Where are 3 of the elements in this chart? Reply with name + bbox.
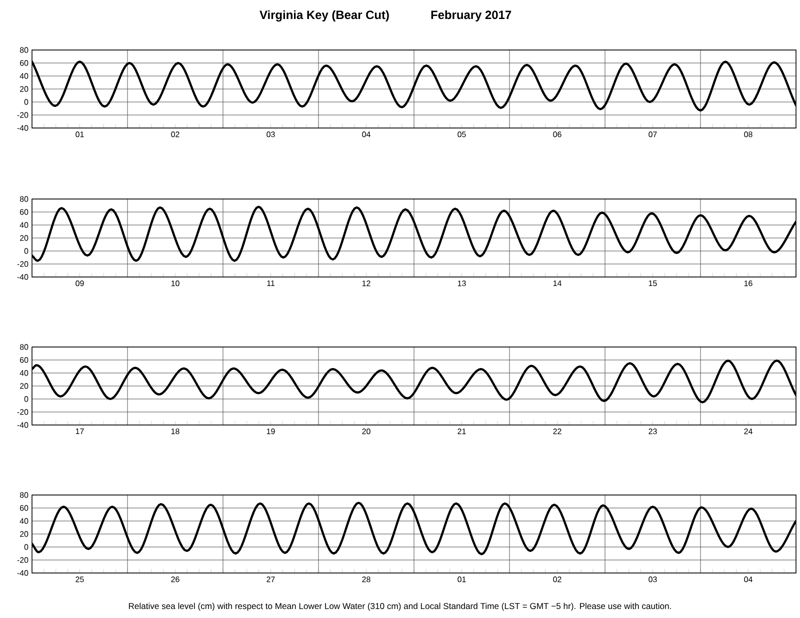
text: Relative sea level (cm) with respect to Mean Lower Low Water (310 cm) and Local Standard Time (LST = GMT −5 hr). Please use with caution.	[128, 602, 671, 611]
chart-subtitle: February 2017	[431, 10, 512, 22]
chart-title: Virginia Key (Bear Cut)	[260, 10, 389, 22]
